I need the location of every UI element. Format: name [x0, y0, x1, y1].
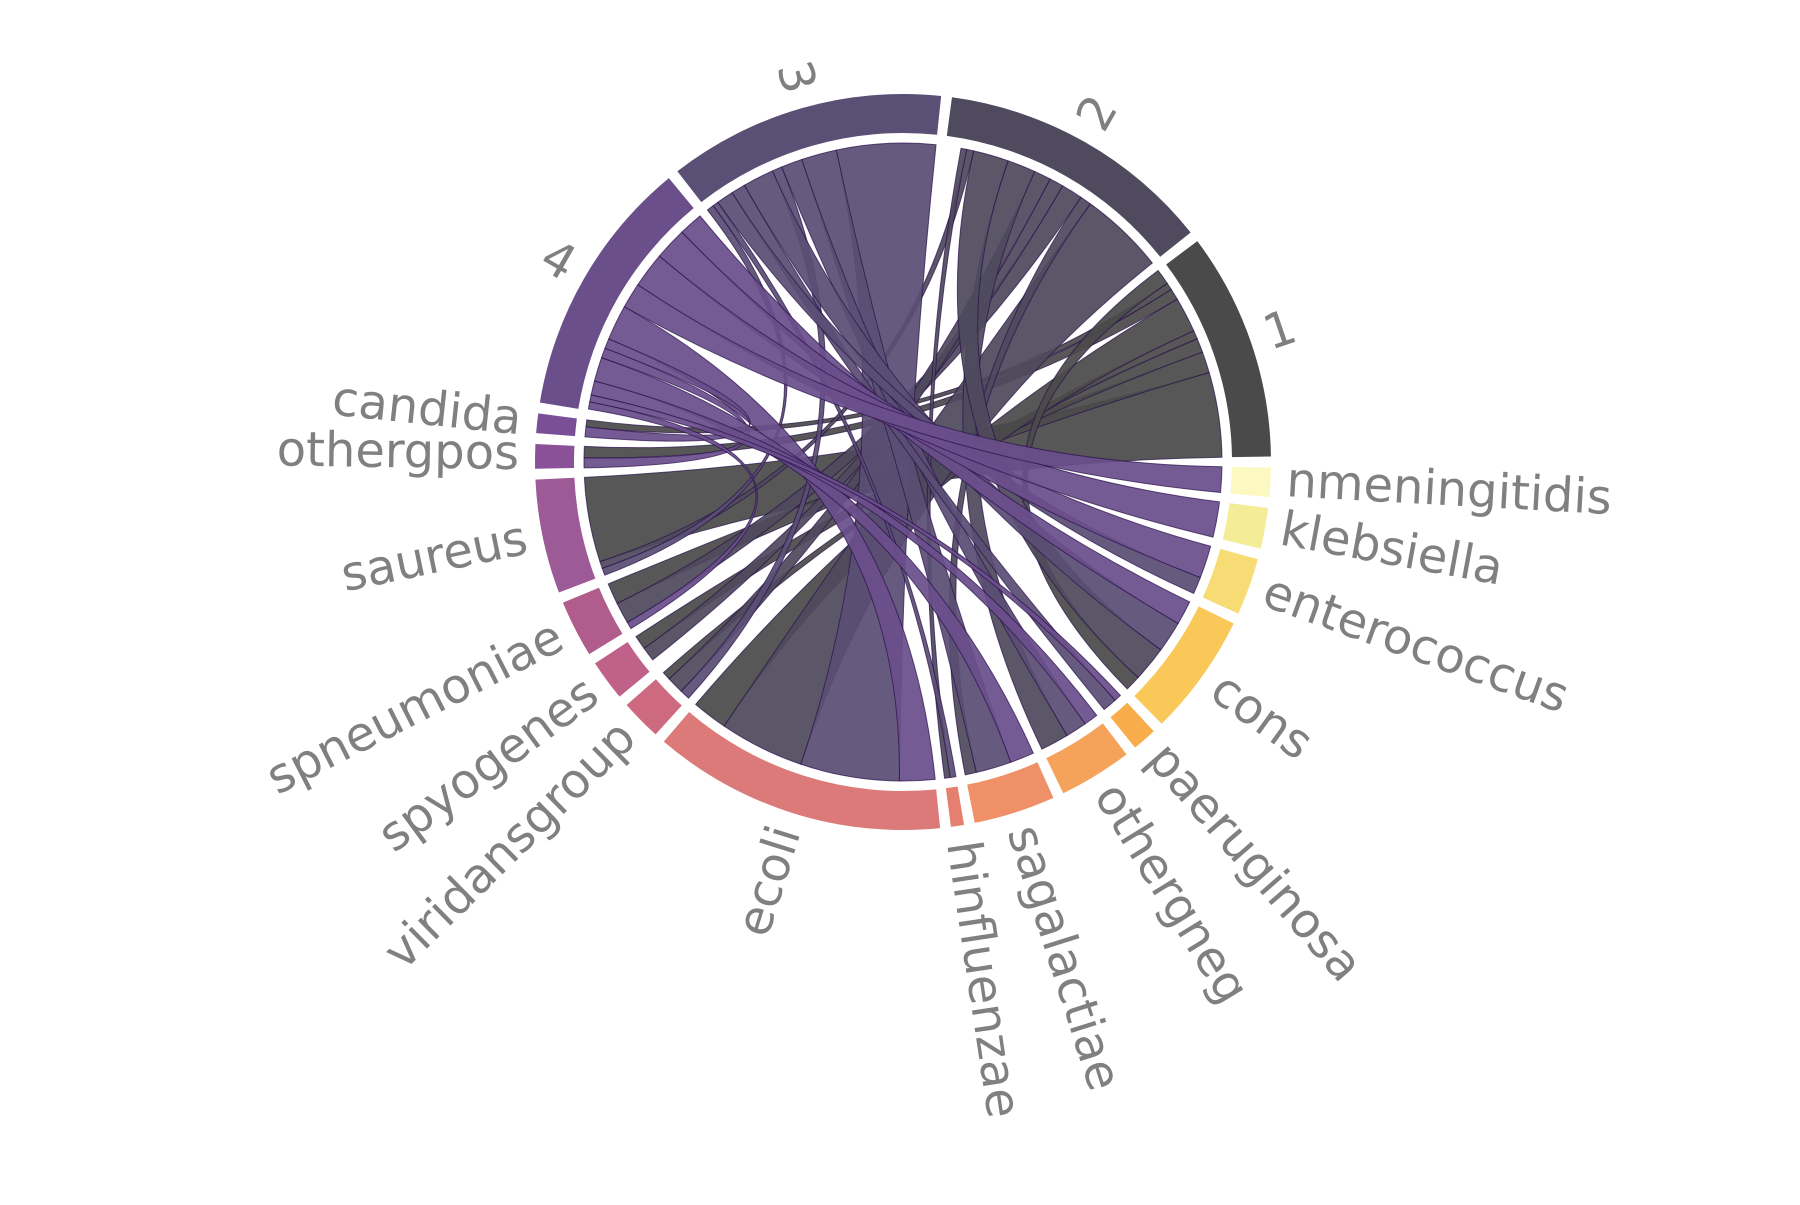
chord-ribbon-3-hinfluenzae	[712, 201, 957, 779]
chord-ribbon-1-candida	[585, 282, 1172, 434]
group-arc-candida	[536, 413, 577, 437]
group-arc-cons	[1134, 606, 1234, 724]
group-label-cons: cons	[1200, 661, 1323, 771]
group-arc-hinfluenzae	[945, 786, 965, 827]
chord-ribbons	[583, 142, 1223, 782]
chord-ribbon-3-cons	[743, 170, 1179, 651]
chord-ribbon-3-enterococcus	[717, 191, 1201, 595]
group-arc-ecoli	[663, 711, 941, 830]
group-label-enterococcus: enterococcus	[1256, 563, 1576, 724]
chord-ribbon-2-hinfluenzae	[926, 147, 968, 779]
chord-ribbon-4-paeruginosa	[589, 394, 1122, 701]
group-arc-nmeningitidis	[1230, 466, 1271, 498]
group-label-4: 4	[531, 229, 585, 293]
group-arc-2	[946, 97, 1191, 257]
group-arc-4	[539, 178, 694, 409]
chord-ribbon-4-othergpos	[583, 347, 750, 469]
group-arc-klebsiella	[1222, 503, 1269, 549]
group-arc-spneumoniae	[562, 587, 623, 655]
group-arc-enterococcus	[1202, 548, 1258, 614]
chord-ribbon-4-candida	[584, 338, 751, 442]
chord-ribbon-4-spneumoniae	[587, 401, 758, 630]
group-label-2: 2	[1065, 86, 1129, 140]
group-label-saureus: saureus	[336, 510, 532, 603]
group-arc-3	[677, 94, 942, 203]
group-arc-1	[1166, 241, 1271, 458]
group-arc-saureus	[535, 477, 596, 593]
group-arc-viridansgroup	[626, 679, 682, 735]
chord-ribbon-4-nmeningitidis	[623, 284, 1223, 494]
group-label-ecoli: ecoli	[725, 819, 812, 943]
group-arc-othergpos	[535, 443, 575, 469]
group-arc-sagalactiae	[967, 762, 1054, 823]
group-arc-paeruginosa	[1110, 702, 1154, 748]
group-label-othergpos: othergpos	[276, 421, 519, 481]
group-arcs	[535, 94, 1271, 830]
group-label-3: 3	[765, 55, 827, 100]
group-label-1: 1	[1256, 299, 1303, 362]
group-arc-othergneg	[1046, 723, 1127, 794]
group-arc-spyogenes	[595, 642, 650, 697]
chord-ribbon-2-cons	[956, 150, 1162, 679]
